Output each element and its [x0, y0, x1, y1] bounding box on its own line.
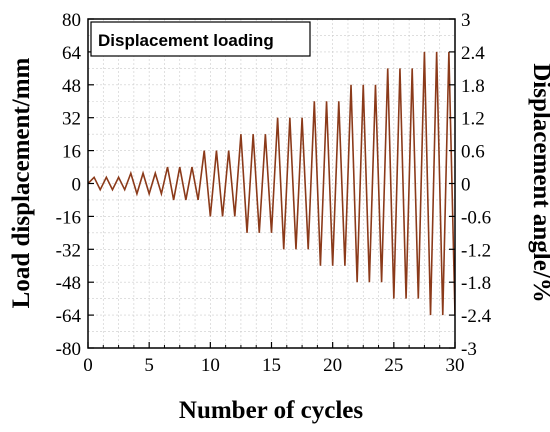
tick-group: 0 5 10 15 20 25 30 80 64 48 32 16 0 -16 -32 -48 -64 -80 3 2… [56, 10, 492, 376]
y2-axis-title: Displacement angle/% [528, 63, 550, 303]
y2-tick-label: 1.2 [461, 109, 485, 130]
y-tick-label: 48 [62, 76, 81, 97]
y-tick-label: -80 [56, 339, 81, 360]
x-tick-label: 25 [384, 355, 403, 376]
y-tick-label: -64 [56, 306, 82, 327]
y2-tick-label: 3 [461, 10, 471, 31]
x-tick-label: 20 [323, 355, 342, 376]
y-tick-label: -16 [56, 207, 81, 228]
x-tick-label: 5 [144, 355, 154, 376]
y-axis-title: Load displacement/mm [8, 57, 35, 308]
y-tick-label: 32 [62, 109, 81, 130]
y-tick-label: -48 [56, 273, 81, 294]
y2-tick-label: 1.8 [461, 76, 485, 97]
y2-tick-label: 0 [461, 175, 471, 196]
y2-tick-label: -1.8 [461, 273, 491, 294]
y-tick-label: -32 [56, 240, 81, 261]
y2-tick-label: -2.4 [461, 306, 492, 327]
legend-box: Displacement loading [90, 21, 311, 57]
x-tick-label: 0 [83, 355, 93, 376]
x-tick-label: 10 [201, 355, 220, 376]
y2-tick-label: -3 [461, 339, 477, 360]
y-tick-label: 16 [62, 142, 81, 163]
x-axis-title: Number of cycles [179, 397, 363, 424]
y2-tick-label: 0.6 [461, 142, 485, 163]
y-tick-label: 80 [62, 10, 81, 31]
y2-tick-label: -1.2 [461, 240, 491, 261]
chart-title: Displacement loading [98, 31, 274, 50]
x-tick-label: 30 [446, 355, 465, 376]
series-line [88, 51, 455, 316]
x-tick-label: 15 [262, 355, 281, 376]
y-tick-label: 0 [72, 175, 82, 196]
y2-tick-label: -0.6 [461, 207, 491, 228]
y-tick-label: 64 [62, 43, 82, 64]
series-group [88, 51, 455, 316]
y2-tick-label: 2.4 [461, 43, 485, 64]
